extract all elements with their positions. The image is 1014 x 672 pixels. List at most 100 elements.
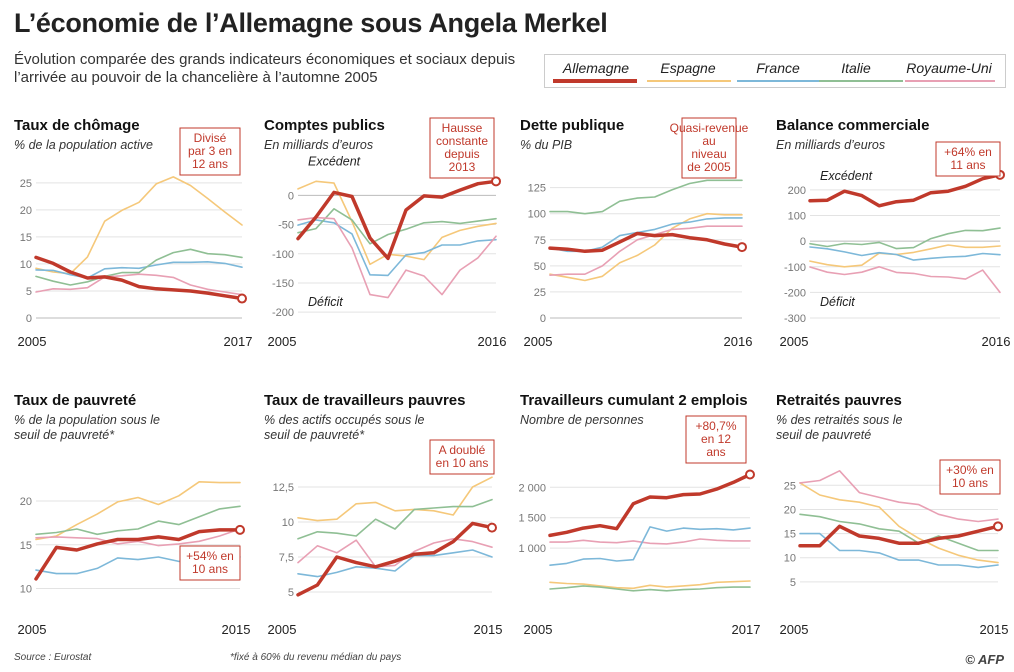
y-tick-label: 0: [800, 236, 806, 248]
series-line-allemagne: [548, 472, 752, 538]
endpoint-marker: [235, 524, 245, 535]
series-line-royaume-uni: [35, 528, 241, 547]
y-tick-label: 1 500: [518, 513, 546, 525]
series-line-allemagne: [798, 524, 1000, 548]
annotation-box-dette-publique: [681, 117, 737, 179]
legend-label-royaume-uni: Royaume-Uni: [906, 60, 992, 76]
series-line-espagne: [799, 482, 999, 564]
x-tick-label-start: 2005: [524, 622, 553, 637]
endpoint-marker: [745, 469, 755, 480]
chart-title-taux-de-pauvrete: Taux de pauvreté: [14, 392, 136, 409]
series-line-france: [799, 532, 999, 569]
footnote: *fixé à 60% du revenu médian du pays: [230, 652, 402, 663]
page-title: L’économie de l’Allemagne sous Angela Me…: [14, 8, 608, 38]
y-tick-label: 15: [784, 529, 796, 541]
y-tick-label: 75: [534, 235, 546, 247]
x-tick-label-end: 2016: [478, 334, 507, 349]
y-tick-label: 15: [20, 540, 32, 552]
legend-label-france: France: [756, 60, 800, 76]
deficit-label: Déficit: [308, 295, 343, 309]
y-tick-label: 10: [784, 553, 796, 565]
annotation-box-comptes-publics: [429, 117, 495, 179]
y-tick-label: -200: [784, 287, 806, 299]
x-tick-label-start: 2005: [268, 622, 297, 637]
chart-title-taux-de-chomage: Taux de chômage: [14, 117, 140, 134]
y-tick-label: 50: [534, 261, 546, 273]
legend-label-allemagne: Allemagne: [562, 60, 630, 76]
series-line-allemagne: [808, 173, 1002, 208]
series-line-espagne: [809, 244, 1001, 268]
chart-title-dette-publique: Dette publique: [520, 117, 624, 134]
legend-swatch-allemagne: [553, 79, 637, 83]
y-tick-label: 2 000: [518, 482, 546, 494]
series-line-royaume-uni: [35, 273, 243, 296]
series-line-espagne: [297, 180, 497, 266]
y-tick-label: 10: [20, 259, 32, 271]
legend-label-italie: Italie: [841, 60, 871, 76]
y-tick-label: -300: [784, 313, 806, 325]
series-line-france: [35, 556, 241, 575]
chart-title-travailleurs-cumulant-2-emplois: Travailleurs cumulant 2 emplois: [520, 392, 748, 409]
series-line-italie: [35, 248, 243, 286]
y-tick-label: -50: [278, 220, 294, 232]
series-line-royaume-uni: [297, 216, 497, 299]
series-line-france: [549, 217, 743, 253]
annotation-text-taux-de-chomage: Divisé par 3 en 12 ans: [188, 131, 232, 171]
annotation-text-taux-de-travailleurs-pauvres: A doublé en 10 ans: [436, 443, 489, 470]
y-tick-label: 5: [790, 577, 796, 589]
x-tick-label-end: 2016: [982, 334, 1011, 349]
chart-subtitle-dette-publique: % du PIB: [520, 138, 572, 152]
y-tick-label: -100: [272, 249, 294, 261]
series-line-espagne: [297, 476, 493, 522]
series-line-italie: [35, 505, 241, 536]
chart-title-retraites-pauvres: Retraités pauvres: [776, 392, 902, 409]
chart-subtitle-comptes-publics: En milliards d’euros: [264, 138, 373, 152]
chart-subtitle-retraites-pauvres: % des retraités sous le seuil de pauvreté: [776, 413, 902, 442]
series-line-france: [297, 219, 497, 277]
y-tick-label: 1 000: [518, 543, 546, 555]
series-line-france: [549, 526, 751, 567]
y-tick-label: -100: [784, 262, 806, 274]
y-tick-label: 7,5: [279, 552, 294, 564]
series-line-italie: [549, 585, 751, 592]
endpoint-marker: [995, 169, 1005, 180]
legend-swatch-france: [737, 80, 821, 82]
chart-subtitle-balance-commerciale: En milliards d’euros: [776, 138, 885, 152]
y-tick-label: 20: [20, 205, 32, 217]
surplus-label: Excédent: [820, 169, 873, 183]
y-tick-label: 200: [788, 185, 806, 197]
series-line-france: [297, 549, 493, 578]
deficit-label: Déficit: [820, 295, 855, 309]
series-line-italie: [799, 513, 999, 552]
chart-title-balance-commerciale: Balance commerciale: [776, 117, 929, 134]
surplus-label: Excédent: [308, 154, 361, 168]
annotation-text-balance-commerciale: +64% en 11 ans: [944, 145, 992, 172]
annotation-text-comptes-publics: Hausse constante depuis 2013: [436, 121, 488, 174]
series-line-allemagne: [34, 528, 242, 581]
y-tick-label: 0: [288, 190, 294, 202]
endpoint-marker: [491, 176, 501, 187]
y-tick-label: 10: [20, 584, 32, 596]
y-tick-label: 25: [534, 287, 546, 299]
legend-label-espagne: Espagne: [660, 60, 716, 76]
x-tick-label-start: 2005: [18, 334, 47, 349]
chart-title-comptes-publics: Comptes publics: [264, 117, 385, 134]
annotation-text-travailleurs-cumulant-2-emplois: +80,7% en 12 ans: [695, 419, 736, 459]
source-note: Source : Eurostat: [14, 652, 92, 663]
x-tick-label-start: 2005: [780, 334, 809, 349]
endpoint-marker: [737, 242, 747, 253]
annotation-box-taux-de-pauvrete: [179, 545, 241, 581]
x-tick-label-start: 2005: [268, 334, 297, 349]
x-tick-label-end: 2015: [222, 622, 251, 637]
chart-subtitle-travailleurs-cumulant-2-emplois: Nombre de personnes: [520, 413, 644, 427]
y-tick-label: -150: [272, 278, 294, 290]
legend: Allemagne Espagne France Italie Royaume-…: [544, 54, 1006, 88]
annotation-box-taux-de-travailleurs-pauvres: [429, 439, 495, 475]
annotation-text-dette-publique: Quasi-revenue au niveau de 2005: [670, 121, 749, 174]
y-tick-label: 20: [784, 504, 796, 516]
series-line-italie: [297, 498, 493, 540]
y-tick-label: 12,5: [273, 482, 294, 494]
series-line-espagne: [549, 580, 751, 590]
afp-credit: © AFP: [965, 652, 1004, 667]
x-tick-label-start: 2005: [524, 334, 553, 349]
